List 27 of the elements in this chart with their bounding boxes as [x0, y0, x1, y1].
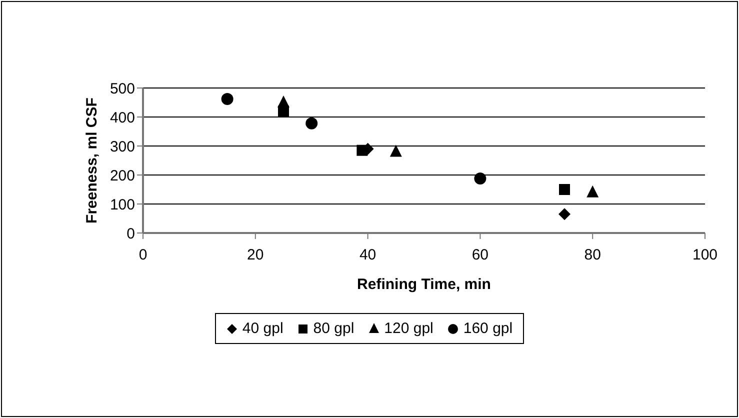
legend-label: 160 gpl [463, 320, 513, 337]
point [390, 144, 402, 157]
legend-label: 120 gpl [384, 320, 434, 337]
point [559, 184, 570, 195]
y-tick-label: 200 [110, 167, 135, 184]
legend-label: 80 gpl [313, 320, 354, 337]
x-tick-label: 100 [692, 246, 718, 264]
x-tick-label: 20 [247, 246, 264, 264]
x-tick-label: 0 [138, 246, 148, 264]
x-tick-label: 60 [472, 246, 489, 264]
y-tick-label: 0 [126, 225, 135, 242]
point [558, 208, 570, 220]
y-tick-label: 300 [110, 138, 135, 156]
legend-label: 40 gpl [242, 320, 284, 337]
y-tick-label: 500 [110, 80, 135, 98]
point [306, 117, 318, 130]
point [278, 96, 290, 108]
x-tick-label: 80 [584, 246, 601, 264]
point [356, 144, 368, 156]
x-axis-title: Refining Time, min [357, 276, 491, 293]
y-tick-label: 400 [110, 109, 135, 126]
point [586, 185, 599, 198]
y-tick-label: 100 [110, 196, 135, 214]
y-axis-title: Freeness, ml CSF [83, 98, 100, 224]
x-tick-label: 40 [359, 246, 376, 264]
point [221, 93, 234, 106]
point [474, 172, 486, 184]
